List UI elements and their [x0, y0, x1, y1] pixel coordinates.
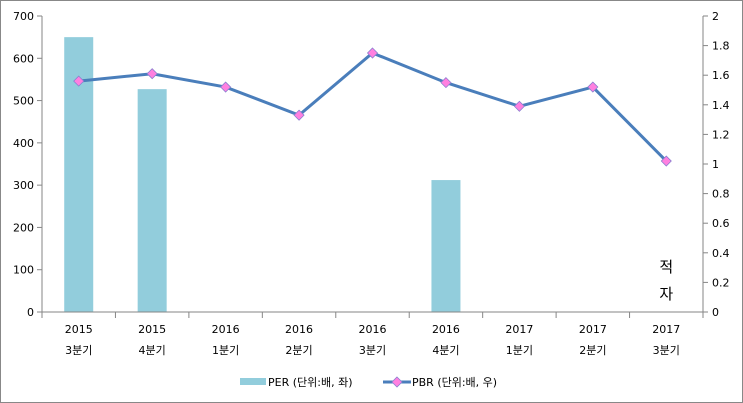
x-tick-label-year: 2015 — [138, 323, 166, 336]
x-tick-label-year: 2016 — [359, 323, 387, 336]
right-tick-label: 2 — [712, 10, 719, 23]
pbr-marker — [660, 155, 672, 167]
per-bar — [137, 89, 167, 312]
left-tick-label: 0 — [27, 306, 34, 319]
x-tick-label-year: 2017 — [652, 323, 680, 336]
deficit-annotation: 자 — [659, 285, 673, 303]
left-tick-label: 300 — [13, 179, 34, 192]
right-tick-label: 1.2 — [712, 128, 730, 141]
x-tick-label-quarter: 3분기 — [653, 344, 680, 357]
x-tick-label-quarter: 1분기 — [212, 344, 239, 357]
x-tick-label-year: 2017 — [505, 323, 533, 336]
right-tick-label: 1.8 — [712, 40, 730, 53]
right-tick-label: 1.4 — [712, 99, 730, 112]
right-tick-label: 0 — [712, 306, 719, 319]
x-tick-label-quarter: 4분기 — [432, 344, 459, 357]
x-tick-label-year: 2017 — [579, 323, 607, 336]
pbr-marker — [293, 109, 305, 121]
right-tick-label: 1.6 — [712, 69, 730, 82]
left-tick-label: 500 — [13, 95, 34, 108]
right-tick-label: 0.2 — [712, 276, 730, 289]
pbr-marker — [440, 77, 452, 89]
x-tick-label-quarter: 4분기 — [139, 344, 166, 357]
pbr-marker — [146, 68, 158, 80]
left-tick-label: 700 — [13, 10, 34, 23]
right-tick-label: 1 — [712, 158, 719, 171]
right-tick-label: 0.4 — [712, 247, 730, 260]
pbr-marker — [587, 81, 599, 93]
right-tick-label: 0.8 — [712, 188, 730, 201]
deficit-annotation: 적 — [659, 258, 673, 276]
right-tick-label: 0.6 — [712, 217, 730, 230]
left-tick-label: 600 — [13, 52, 34, 65]
x-tick-label-quarter: 2분기 — [285, 344, 312, 357]
pbr-line — [78, 51, 668, 163]
x-tick-label-quarter: 3분기 — [359, 344, 386, 357]
x-tick-label-quarter: 3분기 — [65, 344, 92, 357]
x-tick-label-quarter: 2분기 — [579, 344, 606, 357]
pbr-marker — [73, 75, 85, 87]
legend-pbr-marker — [391, 376, 403, 388]
x-tick-label-year: 2016 — [285, 323, 313, 336]
per-bar — [431, 180, 461, 312]
legend-per-label: PER (단위:배, 좌) — [268, 376, 353, 389]
x-tick-label-year: 2016 — [432, 323, 460, 336]
x-tick-label-year: 2015 — [65, 323, 93, 336]
legend-pbr-label: PBR (단위:배, 우) — [412, 376, 497, 389]
pbr-marker — [366, 47, 379, 59]
left-tick-label: 200 — [13, 221, 34, 234]
pbr-marker — [220, 81, 232, 93]
left-tick-label: 400 — [13, 137, 34, 150]
legend-per-swatch — [240, 378, 266, 385]
x-tick-label-quarter: 1분기 — [506, 344, 533, 357]
x-tick-label-year: 2016 — [212, 323, 240, 336]
left-tick-label: 100 — [13, 264, 34, 277]
pbr-marker — [513, 100, 525, 112]
